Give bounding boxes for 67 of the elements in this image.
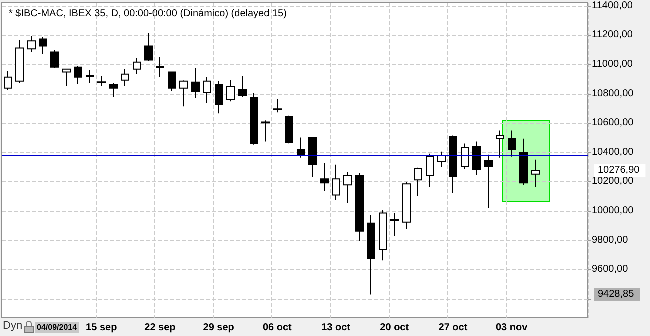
text: Dyn — [3, 320, 23, 332]
candlestick — [426, 153, 434, 188]
candlestick — [39, 36, 47, 55]
candlestick — [109, 82, 118, 98]
candlestick — [144, 32, 153, 62]
candlestick — [15, 40, 24, 84]
candlestick — [50, 50, 59, 69]
candlestick — [519, 138, 528, 186]
candlestick — [343, 172, 352, 204]
candlestick — [508, 130, 516, 158]
x-tick-label: 15 sep — [86, 322, 118, 334]
y-tick-label: 9600,00 — [592, 264, 629, 276]
candlestick — [308, 136, 317, 178]
candlestick — [226, 80, 235, 102]
x-tick-label: 20 oct — [380, 322, 410, 334]
candlestick — [86, 70, 94, 84]
candlestick — [62, 68, 71, 88]
candlestick — [97, 76, 106, 88]
candlestick — [133, 58, 141, 75]
y-tick-label: 11400,00 — [592, 0, 634, 12]
text: 04/09/2014 — [35, 322, 80, 333]
y-tick-label: 10000,00 — [592, 206, 634, 217]
candlestick — [355, 172, 364, 242]
candlestick — [484, 154, 493, 209]
y-tick-label: 10800,00 — [592, 88, 634, 100]
candlestick — [461, 143, 469, 170]
candlestick — [215, 80, 223, 114]
candlestick — [332, 164, 340, 201]
candlestick — [203, 76, 211, 104]
candlestick — [285, 115, 293, 144]
x-tick-label: 13 oct — [322, 322, 352, 334]
text: 9428,85 — [598, 289, 635, 300]
candlestick — [250, 93, 258, 146]
x-tick-label: 29 sep — [203, 322, 234, 334]
candlestick — [273, 99, 282, 114]
candlestick — [179, 80, 188, 108]
candlestick — [379, 210, 387, 262]
candlestick — [121, 68, 129, 88]
x-tick-label: 27 oct — [438, 322, 468, 334]
candlestick — [74, 66, 82, 85]
candlestick — [367, 214, 375, 296]
candlestick — [449, 135, 457, 194]
candlestick — [402, 182, 411, 230]
x-tick-label: 06 oct — [262, 322, 293, 334]
candlestick — [168, 71, 176, 92]
candlestick — [320, 162, 329, 192]
candlestick — [472, 141, 481, 176]
y-tick-label: 10200,00 — [592, 176, 634, 188]
x-tick-label: 03 nov — [496, 322, 528, 334]
candlestick — [414, 167, 422, 197]
text: * $IBC-MAC, IBEX 35, D, 00:00-00:00 (Dinámico) (delayed 15) — [9, 8, 287, 20]
y-tick-label: 11200,00 — [592, 30, 634, 41]
y-tick-label: 11000,00 — [592, 59, 634, 70]
candlestick — [156, 56, 164, 78]
y-tick-label: 10400,00 — [592, 146, 634, 158]
text: 10276,90 — [598, 164, 640, 176]
candlestick — [496, 130, 504, 158]
candlestick — [238, 76, 247, 98]
x-tick-label: 22 sep — [144, 322, 176, 334]
candlestick — [27, 36, 36, 53]
candlestick — [261, 120, 270, 142]
candlestick — [437, 151, 446, 168]
y-tick-label: 9800,00 — [592, 234, 629, 246]
candlestick — [531, 159, 540, 188]
candlestick — [390, 212, 399, 237]
candlestick — [191, 68, 200, 100]
y-tick-label: 10600,00 — [592, 118, 634, 129]
